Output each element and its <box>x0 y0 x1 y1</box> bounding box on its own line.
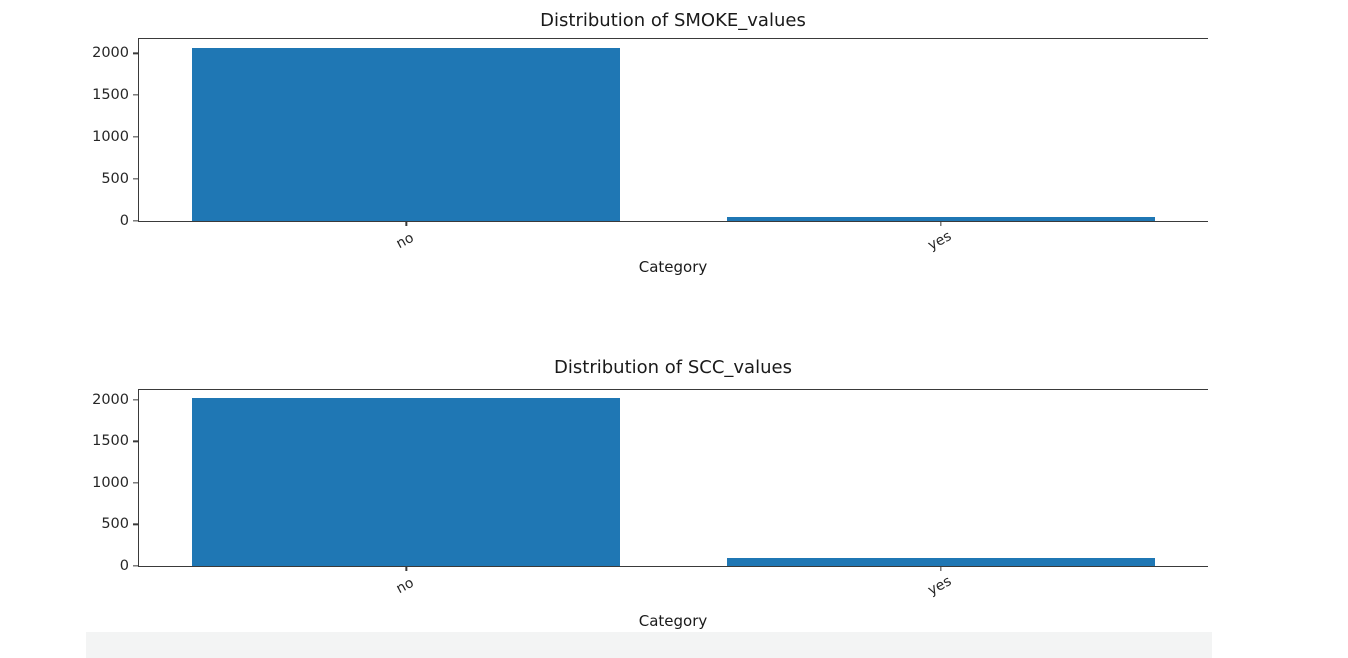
y-tick-label: 0 <box>119 557 129 574</box>
y-tick-mark <box>133 136 138 138</box>
y-tick-mark <box>133 565 138 567</box>
bar-no <box>192 47 621 221</box>
y-tick-label: 0 <box>119 212 129 229</box>
y-tick-label: 1000 <box>92 474 129 491</box>
x-tick-mark <box>940 566 942 571</box>
x-tick-label: no <box>393 229 417 253</box>
bar-yes <box>726 217 1155 221</box>
smoke-plot-area: 0 500 1000 1500 2000 no yes <box>92 38 1208 254</box>
x-tick-mark <box>405 566 407 571</box>
x-tick-mark <box>940 221 942 226</box>
bar-no <box>192 398 621 566</box>
x-tick-label: no <box>393 574 417 598</box>
y-tick-mark <box>133 178 138 180</box>
x-axis-label: Category <box>638 612 708 630</box>
y-tick-mark <box>133 52 138 54</box>
chart-title: Distribution of SMOKE_values <box>540 10 806 31</box>
y-tick-label: 1000 <box>92 128 129 145</box>
y-tick-mark <box>133 398 138 401</box>
x-tick-mark <box>405 221 407 226</box>
x-tick-label: yes <box>925 573 954 599</box>
next-cell-edge <box>86 632 1212 658</box>
y-tick-mark <box>133 482 138 484</box>
chart-title: Distribution of SCC_values <box>554 357 792 378</box>
y-tick-label: 2000 <box>92 45 129 61</box>
x-axis-label: Category <box>638 258 708 276</box>
y-tick-label: 2000 <box>92 391 129 408</box>
y-tick-mark <box>133 523 138 526</box>
x-tick-label: yes <box>925 228 954 254</box>
y-tick-label: 1500 <box>92 86 129 103</box>
y-tick-mark <box>133 220 138 222</box>
bar-yes <box>726 558 1155 566</box>
y-tick-label: 1500 <box>92 432 129 449</box>
y-tick-label: 500 <box>101 170 129 187</box>
scc-plot-area: 0 500 1000 1500 2000 no yes <box>92 389 1208 599</box>
y-tick-label: 500 <box>101 516 129 533</box>
y-tick-mark <box>133 94 138 96</box>
y-tick-mark <box>133 440 138 442</box>
